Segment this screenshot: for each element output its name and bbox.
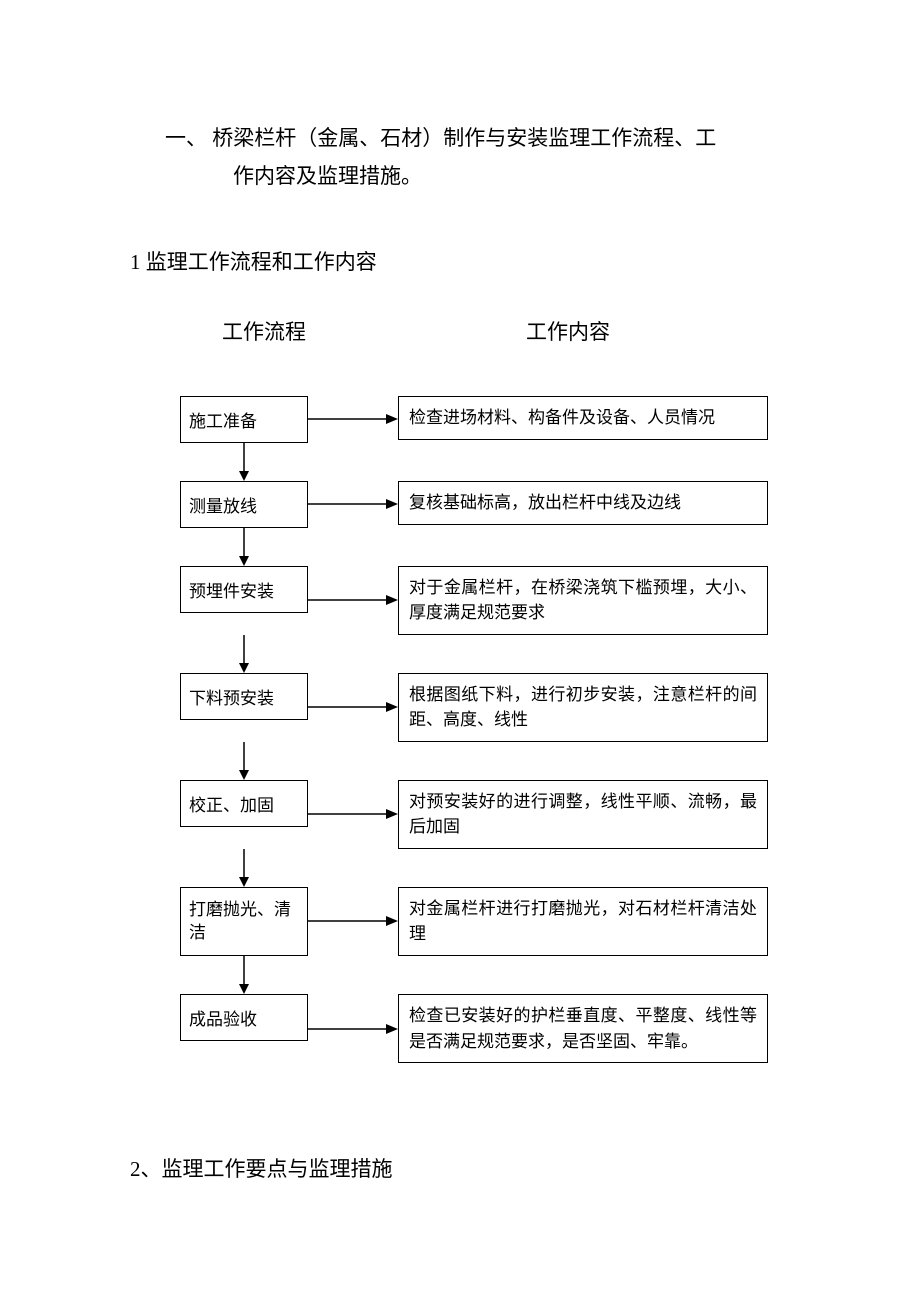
process-box: 成品验收 xyxy=(180,994,308,1041)
title-line-2: 作内容及监理措施。 xyxy=(165,158,790,196)
process-box: 施工准备 xyxy=(180,396,308,443)
column-header-content: 工作内容 xyxy=(526,316,610,346)
arrow-down-icon xyxy=(180,956,308,994)
section-1-heading: 1 监理工作流程和工作内容 xyxy=(130,246,790,276)
arrow-right-icon xyxy=(308,807,398,821)
process-box: 预埋件安装 xyxy=(180,566,308,613)
process-box: 打磨抛光、清洁 xyxy=(180,887,308,957)
title-line-1: 一、 桥梁栏杆（金属、石材）制作与安装监理工作流程、工 xyxy=(165,120,790,158)
arrow-right-icon xyxy=(308,914,398,928)
flow-row: 预埋件安装 对于金属栏杆，在桥梁浇筑下槛预埋，大小、厚度满足规范要求 xyxy=(180,566,790,635)
arrow-right-icon xyxy=(308,497,398,511)
flow-row: 测量放线 复核基础标高，放出栏杆中线及边线 xyxy=(180,481,790,528)
content-box: 检查已安装好的护栏垂直度、平整度、线性等是否满足规范要求，是否坚固、牢靠。 xyxy=(398,994,768,1063)
flow-row: 打磨抛光、清洁 对金属栏杆进行打磨抛光，对石材栏杆清洁处理 xyxy=(180,887,790,957)
flow-row: 施工准备 检查进场材料、构备件及设备、人员情况 xyxy=(180,396,790,443)
process-box: 测量放线 xyxy=(180,481,308,528)
flow-row: 下料预安装 根据图纸下料，进行初步安装，注意栏杆的间距、高度、线性 xyxy=(180,673,790,742)
flowchart-container: 施工准备 检查进场材料、构备件及设备、人员情况测量放线 复核基础标高，放出栏杆中线及… xyxy=(180,396,790,1064)
flow-row: 校正、加固 对预安装好的进行调整，线性平顺、流畅，最后加固 xyxy=(180,780,790,849)
arrow-right-icon xyxy=(308,1022,398,1036)
content-box: 对预安装好的进行调整，线性平顺、流畅，最后加固 xyxy=(398,780,768,849)
document-title: 一、 桥梁栏杆（金属、石材）制作与安装监理工作流程、工 作内容及监理措施。 xyxy=(130,120,790,196)
arrow-down-icon xyxy=(180,528,308,566)
process-box: 校正、加固 xyxy=(180,780,308,827)
arrow-down-icon xyxy=(180,443,308,481)
arrow-down-icon xyxy=(180,849,308,887)
content-box: 复核基础标高，放出栏杆中线及边线 xyxy=(398,481,768,525)
content-box: 检查进场材料、构备件及设备、人员情况 xyxy=(398,396,768,440)
content-box: 对于金属栏杆，在桥梁浇筑下槛预埋，大小、厚度满足规范要求 xyxy=(398,566,768,635)
arrow-down-icon xyxy=(180,742,308,780)
arrow-down-icon xyxy=(180,635,308,673)
flow-row: 成品验收 检查已安装好的护栏垂直度、平整度、线性等是否满足规范要求，是否坚固、牢靠… xyxy=(180,994,790,1063)
arrow-right-icon xyxy=(308,412,398,426)
arrow-right-icon xyxy=(308,593,398,607)
column-headers: 工作流程 工作内容 xyxy=(130,316,790,346)
arrow-right-icon xyxy=(308,700,398,714)
content-box: 对金属栏杆进行打磨抛光，对石材栏杆清洁处理 xyxy=(398,887,768,956)
column-header-process: 工作流程 xyxy=(222,316,306,346)
process-box: 下料预安装 xyxy=(180,673,308,720)
section-2-heading: 2、监理工作要点与监理措施 xyxy=(130,1153,790,1183)
content-box: 根据图纸下料，进行初步安装，注意栏杆的间距、高度、线性 xyxy=(398,673,768,742)
